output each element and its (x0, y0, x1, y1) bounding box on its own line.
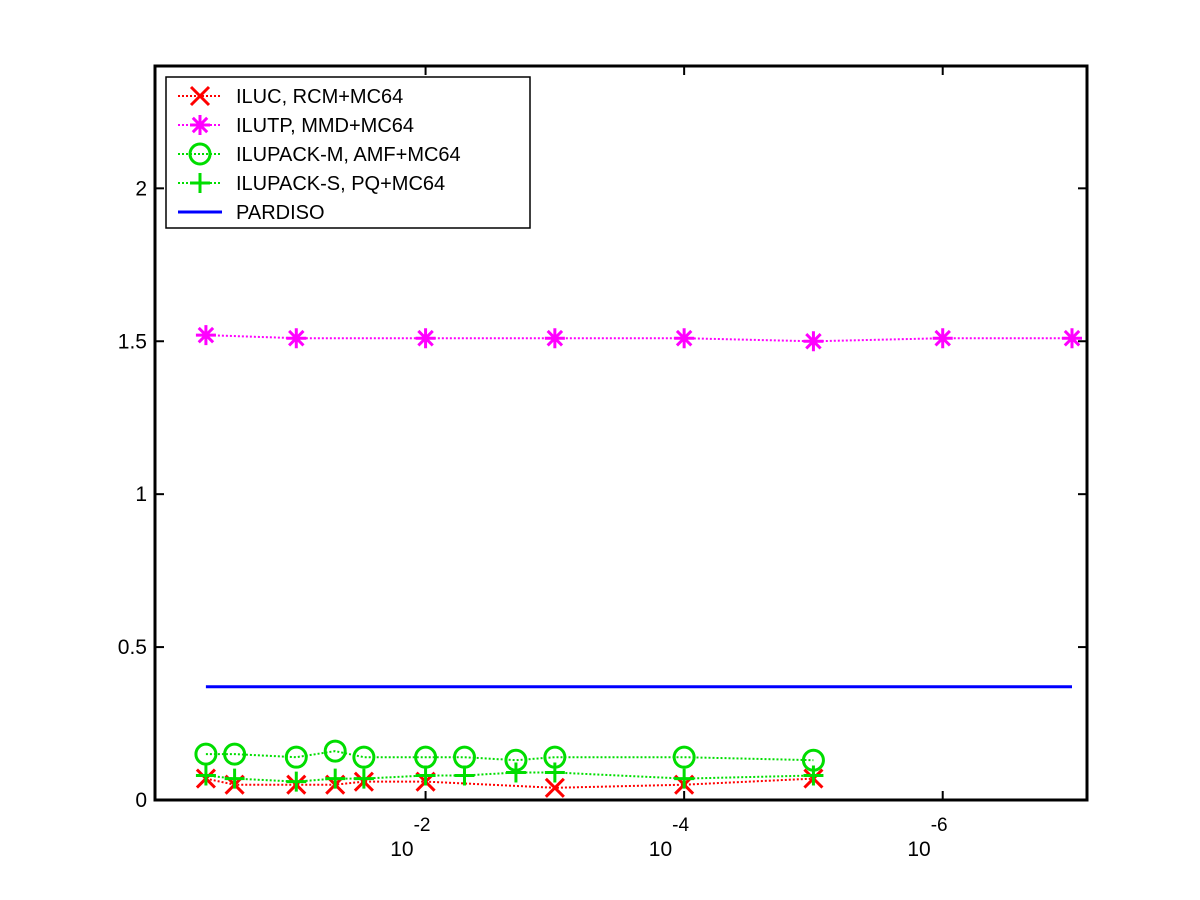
data-point-ilupack-s-pq-mc64-4 (353, 768, 374, 789)
legend-marker-ilupack-m-amf-mc64 (188, 142, 212, 166)
y-tick-label: 0.5 (118, 636, 147, 659)
legend-item-ilutp-mmd-mc64: ILUTP, MMD+MC64 (178, 115, 414, 137)
data-point-ilutp-mmd-mc64-1 (286, 328, 307, 349)
data-point-ilupack-s-pq-mc64-1 (224, 768, 245, 789)
x-tick-label-exponent: -4 (672, 815, 689, 836)
x-tick-label-base: 10 (649, 838, 672, 861)
data-point-ilupack-s-pq-mc64-9 (674, 768, 695, 789)
data-point-ilutp-mmd-mc64-6 (932, 328, 953, 349)
data-point-ilupack-s-pq-mc64-7 (505, 762, 526, 783)
data-point-ilupack-s-pq-mc64-6 (454, 765, 475, 786)
data-point-ilupack-s-pq-mc64-2 (286, 771, 307, 792)
legend-marker-ilutp-mmd-mc64 (190, 115, 210, 135)
legend-item-iluc-rcm-mc64: ILUC, RCM+MC64 (178, 85, 403, 108)
data-point-ilupack-m-amf-mc64-0 (194, 742, 218, 766)
legend-label-pardiso: PARDISO (236, 202, 325, 224)
data-point-ilupack-s-pq-mc64-5 (415, 765, 436, 786)
legend-item-pardiso: PARDISO (178, 202, 325, 224)
series-ilutp-mmd-mc64 (195, 325, 1082, 352)
legend-label-ilutp-mmd-mc64: ILUTP, MMD+MC64 (236, 115, 414, 137)
axes-box (153, 64, 1089, 802)
legend-label-ilupack-m-amf-mc64: ILUPACK-M, AMF+MC64 (236, 144, 461, 166)
legend-marker-ilupack-s-pq-mc64 (190, 173, 210, 193)
data-point-ilupack-m-amf-mc64-4 (352, 745, 376, 769)
series-line-ilutp-mmd-mc64 (205, 334, 1072, 343)
series-layer (194, 325, 1082, 798)
y-tick-label: 2 (135, 177, 147, 200)
data-point-ilupack-m-amf-mc64-9 (672, 745, 696, 769)
x-tick-label-exponent: -2 (414, 815, 431, 836)
data-point-ilutp-mmd-mc64-0 (195, 325, 216, 346)
legend-item-ilupack-m-amf-mc64: ILUPACK-M, AMF+MC64 (178, 142, 461, 166)
data-point-ilupack-m-amf-mc64-3 (323, 739, 347, 763)
legend-marker-iluc-rcm-mc64 (189, 85, 211, 107)
y-tick-label: 0 (135, 789, 147, 812)
data-point-ilupack-s-pq-mc64-3 (325, 768, 346, 789)
legend-label-ilupack-s-pq-mc64: ILUPACK-S, PQ+MC64 (236, 173, 445, 195)
data-point-ilupack-s-pq-mc64-10 (803, 765, 824, 786)
series-line-iluc-rcm-mc64 (205, 777, 814, 789)
data-point-ilutp-mmd-mc64-2 (415, 328, 436, 349)
data-point-ilupack-m-amf-mc64-1 (223, 742, 247, 766)
y-tick-label: 1 (135, 483, 147, 506)
x-tick-label-base: 10 (390, 838, 413, 861)
data-point-ilutp-mmd-mc64-3 (544, 328, 565, 349)
legend: ILUC, RCM+MC64 ILUTP, MMD+MC64 ILUPACK-M, … (165, 76, 531, 229)
legend-item-ilupack-s-pq-mc64: ILUPACK-S, PQ+MC64 (178, 173, 445, 195)
data-point-ilupack-m-amf-mc64-2 (284, 745, 308, 769)
series-ilupack-s-pq-mc64 (195, 762, 824, 792)
y-tick-label: 1.5 (118, 330, 147, 353)
data-point-ilutp-mmd-mc64-7 (1062, 328, 1082, 349)
x-tick-label-exponent: -6 (931, 815, 948, 836)
legend-label-iluc-rcm-mc64: ILUC, RCM+MC64 (236, 86, 403, 108)
data-point-ilutp-mmd-mc64-5 (803, 331, 824, 352)
x-tick-label-base: 10 (907, 838, 930, 861)
data-point-ilupack-s-pq-mc64-8 (544, 762, 565, 783)
data-point-ilupack-s-pq-mc64-0 (195, 765, 216, 786)
data-point-iluc-rcm-mc64-6 (544, 777, 565, 798)
data-point-ilutp-mmd-mc64-4 (674, 328, 695, 349)
legend-box (165, 76, 531, 229)
series-line-ilupack-m-amf-mc64 (205, 750, 814, 762)
